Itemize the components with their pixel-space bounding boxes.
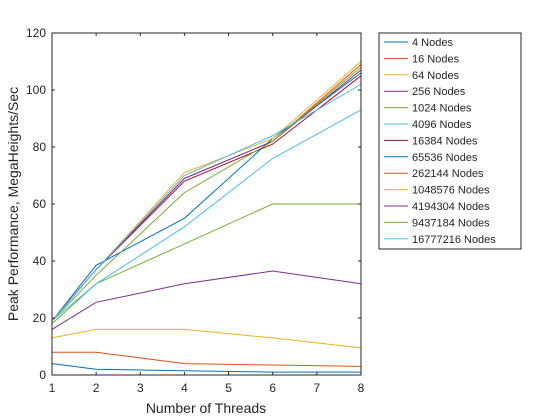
y-tick-label: 100 <box>26 83 46 97</box>
series-line-4 <box>51 203 361 325</box>
y-tick-label: 40 <box>33 254 47 268</box>
x-tick-label: 1 <box>49 381 56 395</box>
x-tick-label: 6 <box>269 381 276 395</box>
legend-label-3: 256 Nodes <box>412 86 466 98</box>
x-tick-label: 3 <box>137 381 144 395</box>
legend-label-5: 4096 Nodes <box>412 119 472 131</box>
x-tick-label: 7 <box>314 381 321 395</box>
legend-label-8: 262144 Nodes <box>412 168 484 180</box>
x-tick-label: 2 <box>93 381 100 395</box>
legend-label-11: 9437184 Nodes <box>412 217 490 229</box>
x-tick-label: 5 <box>225 381 232 395</box>
y-tick-label: 60 <box>33 197 47 211</box>
y-tick-label: 0 <box>39 368 46 382</box>
legend-label-6: 16384 Nodes <box>412 135 478 147</box>
legend-label-10: 4194304 Nodes <box>412 201 490 213</box>
legend-label-2: 64 Nodes <box>412 70 460 82</box>
legend: 4 Nodes 16 Nodes 64 Nodes 256 Nodes 1024 Nod… <box>378 32 522 250</box>
series-layer <box>51 61 362 373</box>
legend-box <box>378 32 522 250</box>
y-axis-label: Peak Performance, MegaHeights/Sec <box>5 87 21 321</box>
legend-label-0: 4 Nodes <box>412 37 453 49</box>
y-axis: 0 20 40 60 80 100 120 <box>26 26 361 382</box>
series-line-5 <box>51 109 362 322</box>
series-line-2 <box>51 328 362 349</box>
y-tick-label: 80 <box>33 140 47 154</box>
x-axis-label: Number of Threads <box>146 400 266 416</box>
series-line-0 <box>51 363 361 373</box>
legend-label-9: 1048576 Nodes <box>412 185 490 197</box>
y-tick-label: 120 <box>26 26 46 40</box>
y-tick-label: 20 <box>33 311 47 325</box>
series-line-12 <box>51 83 362 322</box>
series-line-1 <box>52 351 362 367</box>
x-axis: 1 2 3 4 5 6 7 8 <box>49 33 365 395</box>
legend-label-4: 1024 Nodes <box>412 103 472 115</box>
legend-label-7: 65536 Nodes <box>412 152 478 164</box>
legend-label-1: 16 Nodes <box>412 53 460 65</box>
x-tick-label: 4 <box>181 381 188 395</box>
series-line-3 <box>51 270 362 330</box>
legend-label-12: 16777216 Nodes <box>412 234 496 246</box>
x-tick-label: 8 <box>358 381 365 395</box>
series-line-11 <box>51 66 362 322</box>
